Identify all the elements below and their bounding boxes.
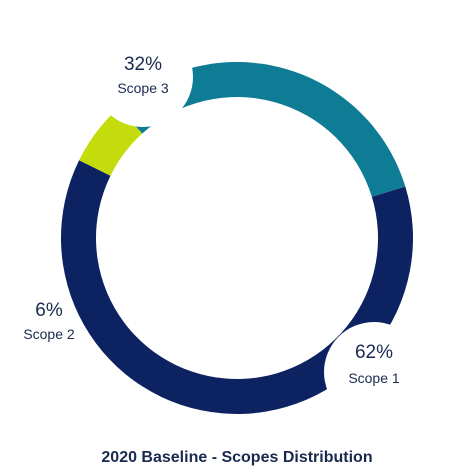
chart-title: 2020 Baseline - Scopes Distribution — [101, 449, 372, 466]
slice-label-scope-3: Scope 3 — [117, 80, 169, 96]
slice-scope-3 — [118, 61, 406, 197]
slice-percent-scope-1: 62% — [355, 342, 393, 363]
donut-slices — [61, 61, 413, 414]
slice-percent-scope-2: 6% — [35, 300, 63, 321]
slice-scope-1 — [61, 160, 413, 414]
slice-percent-scope-3: 32% — [124, 54, 162, 75]
badge-scope-1 — [324, 322, 424, 422]
slice-label-scope-2: Scope 2 — [23, 326, 75, 342]
slice-scope-2 — [79, 107, 143, 176]
slice-label-scope-1: Scope 1 — [348, 370, 400, 386]
badge-scope-3 — [93, 27, 193, 127]
label-badges — [93, 27, 424, 422]
